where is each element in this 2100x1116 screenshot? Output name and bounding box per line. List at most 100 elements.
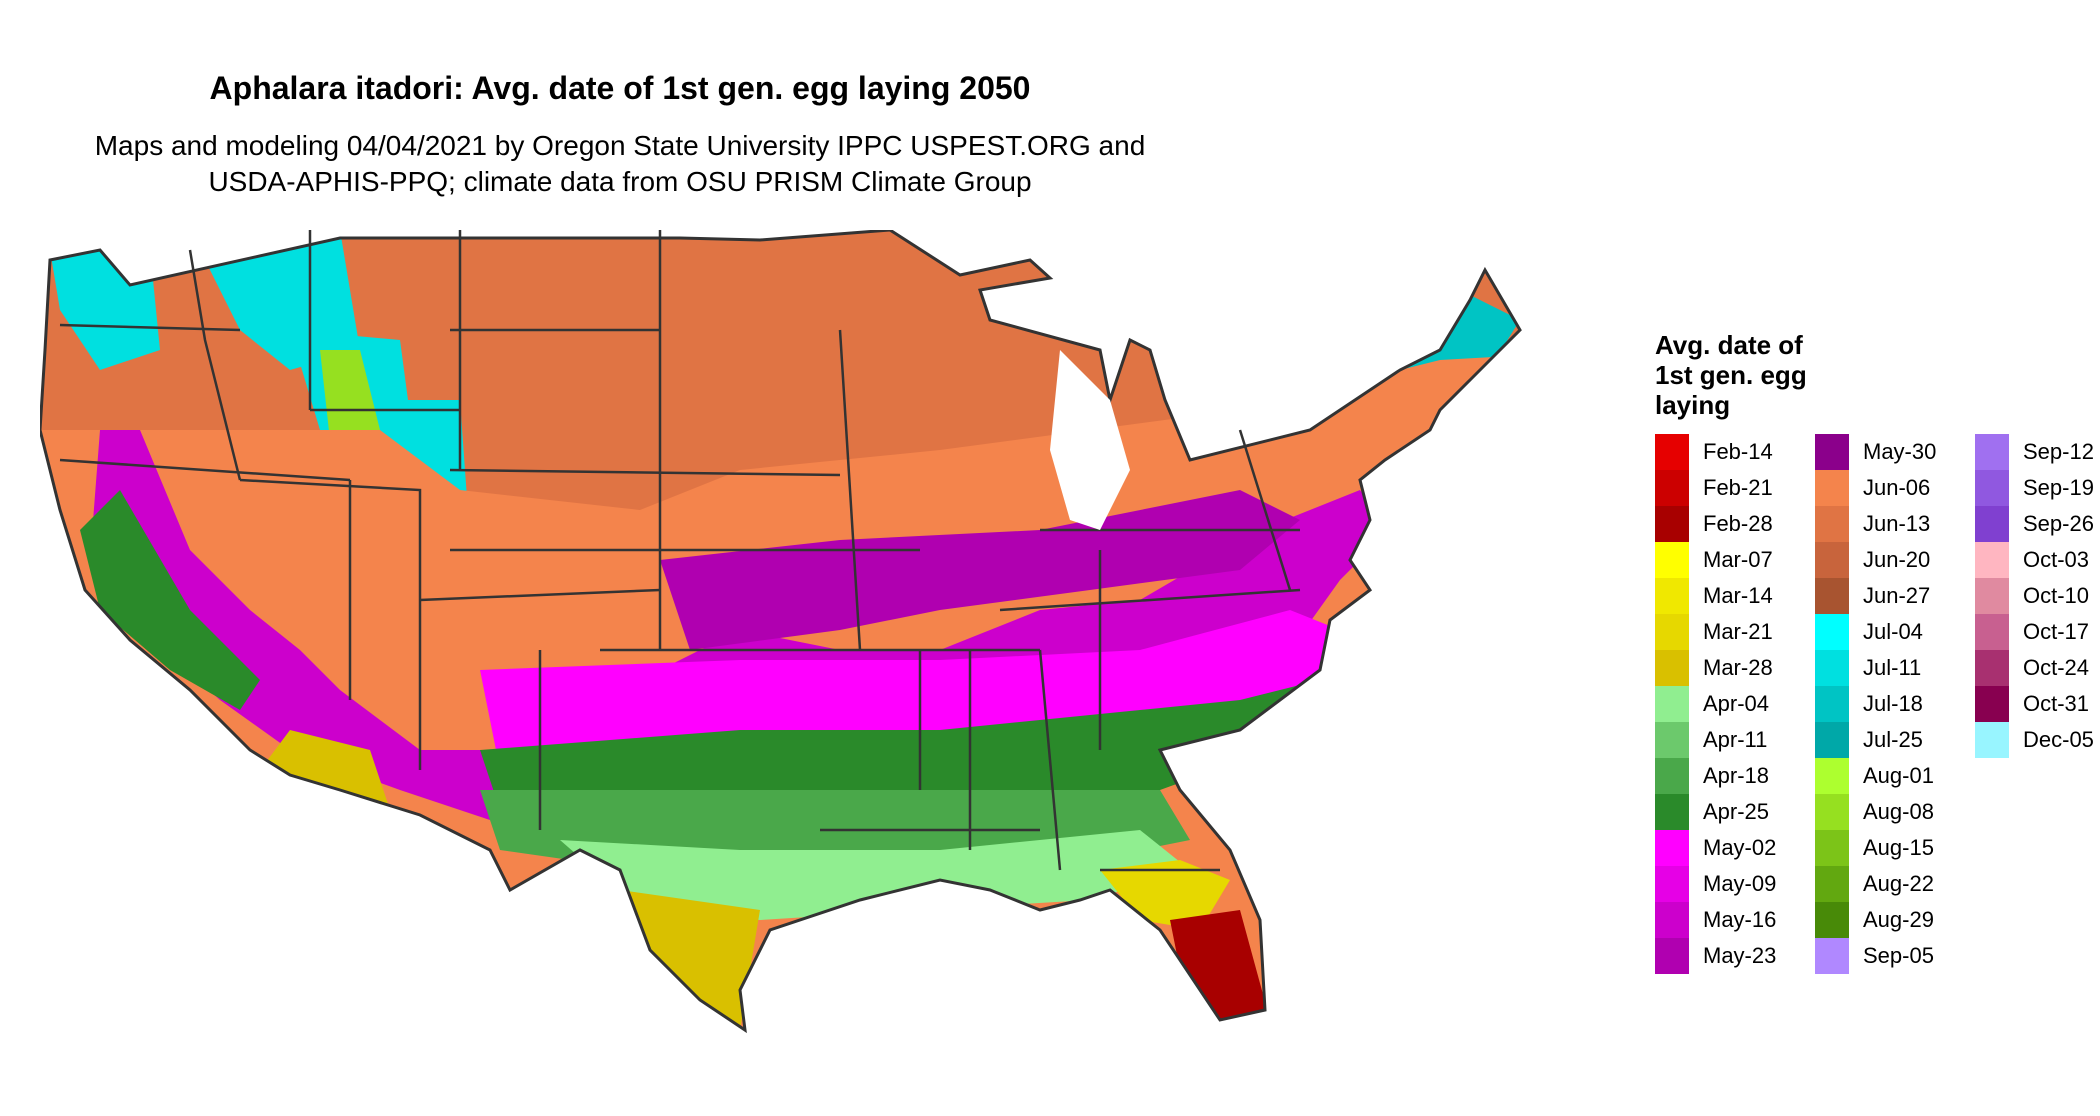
legend-label: Oct-24 <box>2023 655 2090 680</box>
legend-label: Sep-12 <box>2023 439 2094 464</box>
legend-swatch <box>1655 470 1689 506</box>
legend-item: Apr-25 <box>1655 794 1795 830</box>
legend-label: Jul-11 <box>1863 655 1922 680</box>
legend-label: Apr-11 <box>1703 727 1768 752</box>
legend-label: Aug-08 <box>1863 799 1934 824</box>
legend-swatch <box>1815 686 1849 722</box>
legend-item: Dec-05 <box>1975 722 2100 758</box>
legend-label: Feb-28 <box>1703 511 1773 536</box>
legend-item: Apr-04 <box>1655 686 1795 722</box>
legend-item: Sep-12 <box>1975 434 2100 470</box>
legend-swatch <box>1655 614 1689 650</box>
legend-label: Mar-07 <box>1703 547 1773 572</box>
legend-item: Jun-27 <box>1815 578 1955 614</box>
legend-swatch <box>1975 686 2009 722</box>
legend-swatch <box>1815 758 1849 794</box>
legend-label: Jul-25 <box>1863 727 1923 752</box>
legend-item: Jul-18 <box>1815 686 1955 722</box>
legend-item: Mar-28 <box>1655 650 1795 686</box>
legend-label: Oct-10 <box>2023 583 2090 608</box>
legend-swatch <box>1655 938 1689 974</box>
legend-item: Apr-18 <box>1655 758 1795 794</box>
us-map <box>40 230 1620 1090</box>
legend-column: May-30 Jun-06 Jun-13 Jun-20 Jun-27 Jul-04 Jul-… <box>1815 434 1955 974</box>
legend-label: Aug-15 <box>1863 835 1934 860</box>
legend-item: Aug-29 <box>1815 902 1955 938</box>
legend-swatch <box>1975 650 2009 686</box>
legend-swatch <box>1815 722 1849 758</box>
legend-label: Mar-21 <box>1703 619 1773 644</box>
legend-label: Jul-04 <box>1863 619 1923 644</box>
legend-label: May-16 <box>1703 907 1777 932</box>
legend-item: Jul-04 <box>1815 614 1955 650</box>
us-map-svg <box>40 230 1522 1034</box>
legend-swatch <box>1655 650 1689 686</box>
legend-item: Oct-10 <box>1975 578 2100 614</box>
legend-item: May-09 <box>1655 866 1795 902</box>
legend-swatch <box>1655 722 1689 758</box>
legend-label: Jun-27 <box>1863 583 1931 608</box>
legend-swatch <box>1975 470 2009 506</box>
legend-swatch <box>1815 506 1849 542</box>
legend-column: Feb-14 Feb-21 Feb-28 Mar-07 Mar-14 Mar-21 Mar-… <box>1655 434 1795 974</box>
legend-item: Apr-11 <box>1655 722 1795 758</box>
legend-label: Aug-01 <box>1863 763 1934 788</box>
legend-swatch <box>1815 578 1849 614</box>
legend-swatch <box>1655 578 1689 614</box>
legend-item: May-30 <box>1815 434 1955 470</box>
legend-swatch <box>1975 542 2009 578</box>
legend-label: Sep-26 <box>2023 511 2094 536</box>
legend-item: Sep-19 <box>1975 470 2100 506</box>
legend-item: Mar-07 <box>1655 542 1795 578</box>
legend-label: Jun-20 <box>1863 547 1931 572</box>
legend-item: Oct-24 <box>1975 650 2100 686</box>
legend-swatch <box>1655 506 1689 542</box>
legend-swatch <box>1655 542 1689 578</box>
legend-item: Jun-20 <box>1815 542 1955 578</box>
legend-label: Oct-17 <box>2023 619 2090 644</box>
legend-label: Sep-19 <box>2023 475 2094 500</box>
legend-item: May-02 <box>1655 830 1795 866</box>
legend-swatch <box>1815 830 1849 866</box>
legend-label: Apr-18 <box>1703 763 1770 788</box>
legend-swatch <box>1815 470 1849 506</box>
legend-swatch <box>1655 866 1689 902</box>
legend-item: May-23 <box>1655 938 1795 974</box>
legend-item: Aug-01 <box>1815 758 1955 794</box>
legend-item: Feb-28 <box>1655 506 1795 542</box>
legend-label: Jun-13 <box>1863 511 1931 536</box>
legend-label: May-02 <box>1703 835 1777 860</box>
legend-label: Feb-21 <box>1703 475 1773 500</box>
legend-label: Oct-31 <box>2023 691 2090 716</box>
legend-label: Aug-29 <box>1863 907 1934 932</box>
legend-item: Mar-14 <box>1655 578 1795 614</box>
legend-item: Feb-21 <box>1655 470 1795 506</box>
legend-title: Avg. date of 1st gen. egg laying <box>1655 330 2100 420</box>
legend-swatch <box>1655 758 1689 794</box>
legend-swatch <box>1815 866 1849 902</box>
legend-swatch <box>1815 614 1849 650</box>
legend-title-line-3: laying <box>1655 390 1731 420</box>
legend-label: Dec-05 <box>2023 727 2094 752</box>
legend-item: Jun-13 <box>1815 506 1955 542</box>
us-outline <box>40 230 1522 1034</box>
legend-item: Oct-17 <box>1975 614 2100 650</box>
legend-label: May-09 <box>1703 871 1777 896</box>
legend-item: Mar-21 <box>1655 614 1795 650</box>
legend-label: Jul-18 <box>1863 691 1923 716</box>
legend-label: May-23 <box>1703 943 1777 968</box>
legend-swatch <box>1975 434 2009 470</box>
legend-swatch <box>1815 938 1849 974</box>
legend-item: Aug-15 <box>1815 830 1955 866</box>
legend-swatch <box>1655 434 1689 470</box>
map-color-bands <box>40 230 1520 1030</box>
legend-item: Aug-22 <box>1815 866 1955 902</box>
legend-swatch <box>1655 794 1689 830</box>
legend-item: Jul-11 <box>1815 650 1955 686</box>
legend-label: Apr-04 <box>1703 691 1770 716</box>
legend-label: Aug-22 <box>1863 871 1934 896</box>
legend-label: Feb-14 <box>1703 439 1773 464</box>
legend-item: Aug-08 <box>1815 794 1955 830</box>
legend-item: May-16 <box>1655 902 1795 938</box>
legend-item: Sep-26 <box>1975 506 2100 542</box>
